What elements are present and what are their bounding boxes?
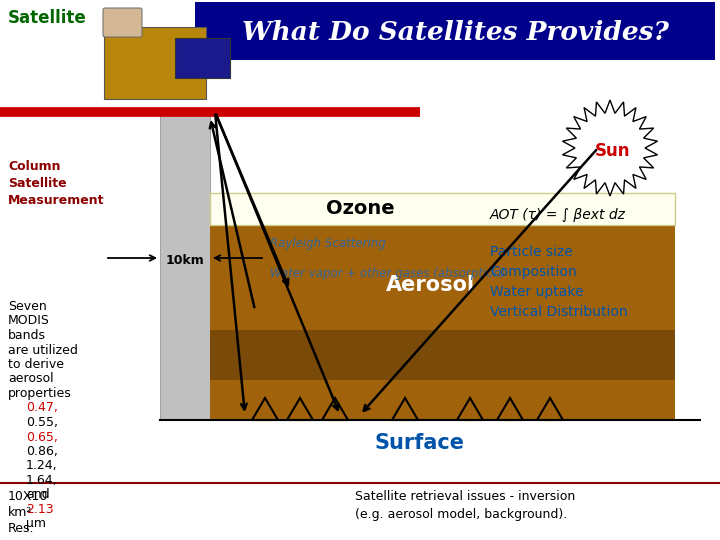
Text: are utilized: are utilized <box>8 343 78 356</box>
Text: 0.47,: 0.47, <box>26 402 58 415</box>
Bar <box>160 112 210 420</box>
Text: Satellite retrieval issues - inversion
(e.g. aerosol model, background).: Satellite retrieval issues - inversion (… <box>355 490 575 521</box>
Text: What Do Satellites Provides?: What Do Satellites Provides? <box>241 21 668 45</box>
Text: Seven: Seven <box>8 300 47 313</box>
FancyBboxPatch shape <box>103 8 142 37</box>
Text: Ozone: Ozone <box>325 199 395 219</box>
Text: Vertical Distribution: Vertical Distribution <box>490 305 628 319</box>
Bar <box>175 38 230 78</box>
Text: to derive: to derive <box>8 358 64 371</box>
Text: Surface: Surface <box>375 433 465 453</box>
Text: properties: properties <box>8 387 72 400</box>
Bar <box>210 225 675 420</box>
Text: Aerosol: Aerosol <box>385 275 474 295</box>
Bar <box>210 330 675 380</box>
Text: Res.: Res. <box>8 522 35 535</box>
Text: 1.24,: 1.24, <box>26 460 58 472</box>
Text: 10km: 10km <box>166 253 204 267</box>
Text: Particle size: Particle size <box>490 245 572 259</box>
Text: 10X10: 10X10 <box>8 490 48 503</box>
Text: Rayleigh Scattering: Rayleigh Scattering <box>270 237 386 249</box>
Text: Water vapor + other gases (absorption): Water vapor + other gases (absorption) <box>270 267 505 280</box>
Text: 0.86,: 0.86, <box>26 445 58 458</box>
Text: Water uptake: Water uptake <box>490 285 583 299</box>
Text: and: and <box>26 489 50 502</box>
Text: Composition: Composition <box>490 265 577 279</box>
Polygon shape <box>562 100 657 196</box>
Bar <box>195 2 715 60</box>
Text: 0.65,: 0.65, <box>26 430 58 443</box>
Text: Column
Satellite
Measurement: Column Satellite Measurement <box>8 160 104 207</box>
Text: MODIS: MODIS <box>8 314 50 327</box>
Text: km²: km² <box>8 506 32 519</box>
Text: AOT (τ) = ∫ βext dz: AOT (τ) = ∫ βext dz <box>490 208 626 222</box>
Text: 0.55,: 0.55, <box>26 416 58 429</box>
Bar <box>210 193 675 225</box>
Text: μm: μm <box>26 517 46 530</box>
Text: bands: bands <box>8 329 46 342</box>
Text: Sun: Sun <box>594 142 630 160</box>
FancyBboxPatch shape <box>104 27 206 99</box>
Text: aerosol: aerosol <box>8 373 53 386</box>
Text: 2.13: 2.13 <box>26 503 53 516</box>
Text: 1.64,: 1.64, <box>26 474 58 487</box>
Text: Satellite: Satellite <box>8 9 86 27</box>
